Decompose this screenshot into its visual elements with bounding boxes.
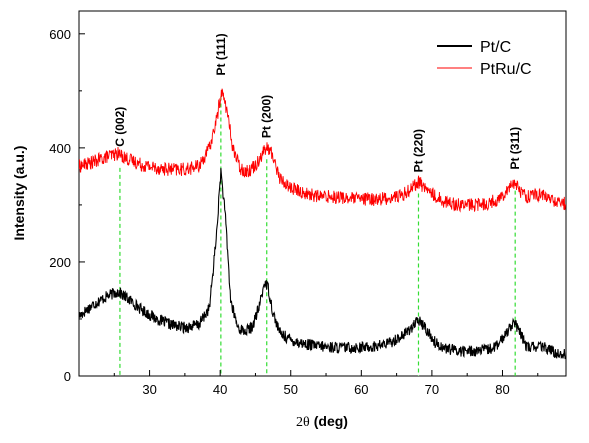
legend-label-ptc: Pt/C	[480, 39, 511, 56]
peak-label: Pt (111)	[214, 33, 228, 75]
x-axis-symbol: 2θ	[296, 415, 310, 430]
peak-label: Pt (220)	[411, 129, 425, 172]
axis-ticks: 30 40 50 60 70 80 0 200 400 600	[49, 27, 539, 397]
x-axis-title: 2θ (deg)	[296, 413, 348, 430]
peak-label: Pt (200)	[260, 95, 274, 138]
peak-label: Pt (311)	[508, 127, 522, 170]
reference-lines	[119, 96, 516, 376]
series-layer	[79, 88, 566, 360]
series-line-ptc	[79, 168, 566, 360]
x-axis-unit: (deg)	[314, 413, 348, 429]
y-tick-label: 0	[64, 369, 71, 384]
x-tick-label: 50	[284, 382, 298, 397]
y-axis-title: Intensity (a.u.)	[11, 146, 27, 241]
legend: Pt/C PtRu/C	[437, 39, 532, 78]
legend-label-ptruc: PtRu/C	[480, 61, 532, 78]
x-tick-label: 30	[142, 382, 156, 397]
y-tick-label: 400	[49, 141, 71, 156]
y-tick-label: 600	[49, 27, 71, 42]
peak-label: C (002)	[113, 107, 127, 147]
x-tick-label: 70	[425, 382, 439, 397]
x-tick-label: 60	[354, 382, 368, 397]
series-line-ptruc	[79, 88, 566, 213]
y-tick-label: 200	[49, 255, 71, 270]
x-tick-label: 40	[213, 382, 227, 397]
peak-annotations: C (002) Pt (111) Pt (200) Pt (220) Pt (311)	[113, 33, 522, 172]
x-tick-label: 80	[495, 382, 509, 397]
